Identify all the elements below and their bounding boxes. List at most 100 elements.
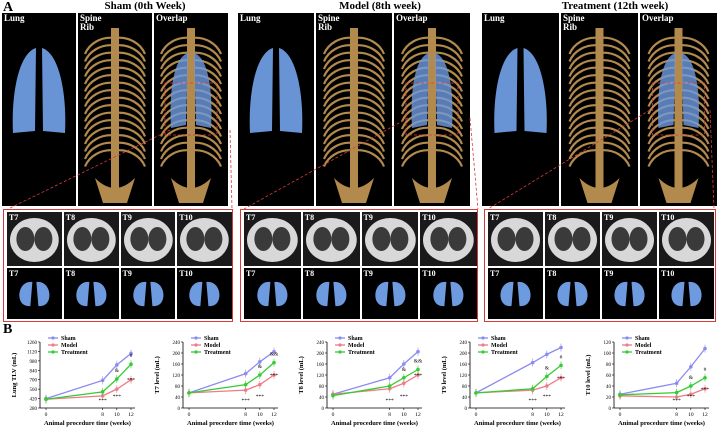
sham-ct-slice-t10: T10 — [177, 212, 232, 266]
slice-label: T9 — [122, 269, 132, 278]
skeleton-render-icon — [400, 28, 464, 203]
view-label: Spine Rib — [563, 13, 585, 32]
data-point-model — [258, 382, 262, 387]
y-tick-label: 160 — [317, 363, 325, 368]
y-tick-label: 200 — [317, 352, 325, 357]
data-point-sham — [243, 371, 248, 376]
lung-render-icon — [12, 48, 66, 133]
significance-annotation: # — [704, 367, 707, 373]
model-view-spine-rib: Spine Rib — [316, 13, 392, 206]
data-point-treatment — [258, 373, 262, 377]
data-point-treatment — [689, 384, 693, 388]
y-tick-label: 0 — [465, 407, 468, 412]
x-tick-label: 0 — [475, 412, 478, 418]
slice-label: T9 — [604, 269, 614, 278]
x-axis-label: Animal procedure time (weeks) — [187, 420, 274, 427]
data-point-sham — [129, 351, 133, 356]
series-line-model — [332, 374, 419, 395]
chart-0: 280 420 560 700 840 980 1120 1260 0 8 10 12 Animal p… — [11, 336, 135, 427]
legend-label-sham: Sham — [348, 336, 363, 342]
y-tick-label: 80 — [606, 363, 612, 368]
y-tick-label: 40 — [319, 396, 325, 401]
treatment-ct-slice-t10: T10 — [659, 212, 714, 266]
group-title-sham: Sham (0th Week) — [104, 0, 186, 12]
sham-view-overlap: Overlap — [154, 13, 228, 206]
treatment-ct-slice-t7: T7 — [488, 212, 543, 266]
treatment-view-overlap: Overlap — [640, 13, 717, 206]
treatment-volume-slice-t8: T8 — [545, 268, 600, 319]
y-tick-label: 40 — [462, 396, 468, 401]
data-point-treatment — [387, 384, 392, 388]
x-tick-label: 0 — [619, 412, 622, 418]
x-tick-label: 12 — [558, 412, 564, 418]
model-ct-slice-t9: T9 — [361, 212, 419, 266]
slice-label: T8 — [304, 213, 315, 222]
treatment-volume-slice-t10: T10 — [659, 268, 714, 319]
legend-label-treatment: Treatment — [635, 350, 662, 356]
group-title-treatment: Treatment (12th week) — [561, 0, 669, 12]
y-tick-label: 700 — [30, 379, 38, 384]
legend-label-sham: Sham — [204, 336, 219, 342]
legend-marker — [338, 343, 342, 347]
significance-annotation: & — [258, 364, 263, 370]
slice-label: T7 — [490, 213, 500, 222]
treatment-view-spine-rib: Spine Rib — [561, 13, 638, 206]
significance-annotation: *** — [270, 373, 279, 379]
y-tick-label: 20 — [606, 396, 612, 401]
treatment-volume-slice-t9: T9 — [602, 268, 657, 319]
data-point-treatment — [100, 390, 105, 394]
data-point-model — [674, 395, 679, 399]
significance-annotation: *** — [127, 378, 136, 384]
y-axis-label: T9 level (mL) — [441, 356, 448, 394]
view-label: Spine Rib — [80, 13, 102, 32]
legend-marker — [51, 350, 55, 354]
data-point-model — [115, 387, 119, 391]
data-point-sham — [559, 345, 563, 350]
legend-marker — [481, 336, 485, 340]
significance-annotation: *** — [256, 394, 265, 400]
data-point-sham — [402, 362, 406, 366]
significance-annotation: *** — [673, 398, 682, 404]
model-volume-slice-t9: T9 — [361, 268, 419, 319]
series-line-treatment — [475, 364, 562, 394]
view-label: Lung — [240, 13, 261, 23]
legend-marker — [194, 350, 198, 354]
x-tick-label: 0 — [45, 412, 48, 418]
data-point-sham — [689, 364, 693, 369]
x-tick-label: 8 — [101, 412, 104, 418]
legend-marker — [481, 343, 485, 347]
significance-annotation: & — [115, 368, 120, 374]
lung-render-icon — [249, 48, 303, 133]
data-point-model — [559, 375, 563, 380]
legend-label-sham: Sham — [61, 336, 76, 342]
x-tick-label: 8 — [531, 412, 534, 418]
skeleton-render-icon — [83, 28, 147, 203]
data-point-sham — [258, 360, 262, 364]
significance-annotation: && — [414, 359, 423, 365]
slice-label: T7 — [9, 213, 19, 222]
y-tick-label: 560 — [30, 388, 38, 393]
data-point-treatment — [187, 391, 191, 395]
legend-marker — [51, 343, 55, 347]
y-tick-label: 200 — [460, 352, 468, 357]
slice-label: T9 — [604, 213, 614, 222]
data-point-model — [545, 384, 549, 388]
slice-label: T9 — [363, 269, 373, 278]
legend-label-treatment: Treatment — [204, 350, 231, 356]
data-point-treatment — [474, 391, 478, 395]
significance-annotation: *** — [701, 387, 710, 393]
significance-annotation: # — [560, 354, 563, 360]
legend-marker — [625, 336, 629, 340]
legend-label-model: Model — [348, 343, 365, 349]
legend-marker — [51, 336, 55, 340]
y-tick-label: 40 — [175, 396, 181, 401]
y-tick-label: 200 — [173, 352, 181, 357]
group-title-model: Model (8th week) — [339, 0, 421, 12]
data-point-sham — [416, 349, 420, 354]
y-tick-label: 80 — [175, 385, 181, 390]
data-point-treatment — [243, 382, 248, 387]
y-tick-label: 1120 — [27, 350, 37, 355]
panel-b-letter: B — [3, 322, 13, 337]
series-line-sham — [188, 351, 275, 394]
